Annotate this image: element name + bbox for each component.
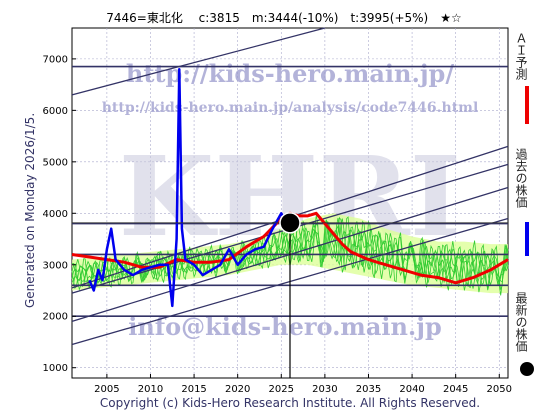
y-tick-label: 4000 bbox=[43, 209, 68, 220]
generated-note: Generated on Monday 2026/1/5. bbox=[23, 113, 37, 308]
chart-title: 7446=東北化 c:3815 m:3444(-10%) t:3995(+5%)… bbox=[106, 11, 461, 25]
forecast-line bbox=[71, 211, 509, 285]
plot-area: KHRI http://kids-hero.main.jp/ http://ki… bbox=[71, 27, 509, 379]
legend-ai-label: ＡＩ予測 bbox=[514, 32, 528, 81]
legend-latest-swatch bbox=[520, 362, 534, 376]
current-price-dot bbox=[279, 212, 301, 234]
watermark-url-1: http://kids-hero.main.jp/ bbox=[126, 59, 454, 88]
x-tick-label: 2015 bbox=[181, 384, 206, 395]
y-tick-label: 2000 bbox=[43, 312, 68, 323]
legend-latest-label: 最新の株価 bbox=[514, 292, 528, 352]
x-tick-label: 2005 bbox=[94, 384, 119, 395]
x-tick-label: 2030 bbox=[312, 384, 337, 395]
legend: ＡＩ予測 過去の株価 最新の株価 bbox=[514, 32, 534, 376]
x-axis: 2005 2010 2015 2020 2025 2030 2035 2040 2045 2050 bbox=[94, 374, 512, 395]
past-price-line bbox=[88, 67, 291, 308]
y-tick-label: 1000 bbox=[43, 363, 68, 374]
y-tick-label: 3000 bbox=[43, 260, 68, 271]
legend-past-label: 過去の株価 bbox=[514, 148, 528, 208]
y-axis: 1000 2000 3000 4000 5000 6000 7000 bbox=[43, 54, 76, 374]
trend-line bbox=[71, 27, 326, 96]
x-tick-label: 2020 bbox=[225, 384, 250, 395]
copyright: Copyright (c) Kids-Hero Research Institu… bbox=[100, 396, 480, 410]
x-tick-label: 2025 bbox=[269, 384, 294, 395]
x-tick-label: 2050 bbox=[487, 384, 512, 395]
series bbox=[71, 67, 509, 308]
x-tick-label: 2010 bbox=[138, 384, 163, 395]
y-tick-label: 6000 bbox=[43, 106, 68, 117]
watermark-url-2: http://kids-hero.main.jp/analysis/code74… bbox=[102, 100, 479, 116]
x-tick-label: 2045 bbox=[443, 384, 468, 395]
current-marker bbox=[72, 212, 508, 378]
y-tick-label: 7000 bbox=[43, 54, 68, 65]
x-tick-label: 2040 bbox=[399, 384, 424, 395]
x-tick-label: 2035 bbox=[356, 384, 381, 395]
y-tick-label: 5000 bbox=[43, 157, 68, 168]
